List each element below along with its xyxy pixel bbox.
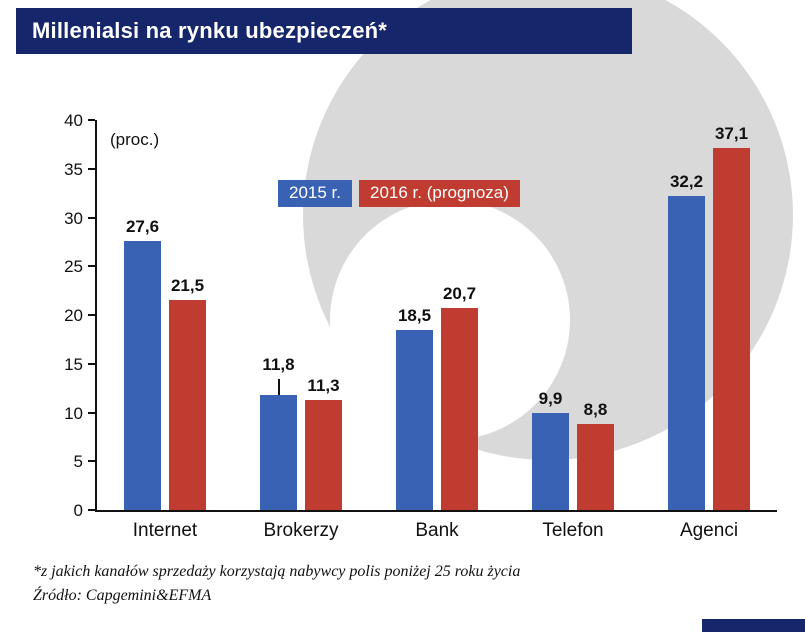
plot-area: 27,6 21,5 Internet 11,8 11,3 Brokerzy 18,5 20,7… bbox=[95, 120, 777, 541]
bar bbox=[713, 148, 750, 510]
y-tick-label: 0 bbox=[73, 501, 83, 520]
y-tick-mark bbox=[88, 119, 95, 121]
logo-strip bbox=[702, 619, 805, 632]
bar bbox=[169, 300, 206, 510]
bar bbox=[396, 329, 433, 510]
bar bbox=[441, 308, 478, 510]
y-tick-label: 20 bbox=[64, 306, 83, 325]
y-tick-mark bbox=[88, 265, 95, 268]
category-label: Brokerzy bbox=[263, 520, 339, 541]
bar-value-label: 8,8 bbox=[583, 400, 608, 420]
y-tick-mark bbox=[88, 314, 95, 316]
page-title: Millenialsi na rynku ubezpieczeń* bbox=[32, 18, 388, 43]
legend-item: 2016 r. (prognoza) bbox=[359, 180, 520, 207]
bar bbox=[532, 413, 569, 510]
chart-legend: 2015 r. 2016 r. (prognoza) bbox=[278, 180, 520, 207]
category-label: Agenci bbox=[679, 520, 739, 541]
y-tick-mark bbox=[88, 509, 95, 511]
barwrap-2016-agenci: 37,1 bbox=[713, 124, 750, 510]
leader-line bbox=[277, 378, 280, 395]
bar-group-internet: 27,6 21,5 Internet bbox=[124, 120, 206, 541]
bar-group-telefon: 9,9 8,8 Telefon bbox=[532, 120, 614, 541]
source-note: Źródło: Capgemini&EFMA bbox=[33, 587, 212, 604]
bar-group-agenci: 32,2 37,1 Agenci bbox=[668, 120, 750, 541]
bar-value-label: 27,6 bbox=[125, 216, 160, 236]
y-tick-mark bbox=[88, 167, 95, 170]
bar-group-brokerzy: 11,8 11,3 Brokerzy bbox=[260, 120, 342, 541]
y-tick-label: 10 bbox=[64, 403, 83, 423]
bar-value-label: 18,5 bbox=[397, 305, 432, 325]
unit-label: (proc.) bbox=[110, 130, 160, 149]
bar-value-label: 37,1 bbox=[714, 124, 749, 144]
bar bbox=[577, 424, 614, 510]
footnotes: *z jakich kanałów sprzedaży korzystają n… bbox=[33, 560, 520, 608]
barwrap-2016-brokerzy: 11,3 bbox=[305, 376, 342, 510]
y-tick-mark bbox=[88, 216, 95, 219]
barwrap-2016-telefon: 8,8 bbox=[577, 400, 614, 510]
category-label: Bank bbox=[415, 520, 459, 541]
y-axis: 0 5 10 15 20 25 30 35 40 bbox=[43, 111, 95, 520]
barwrap-2015-bank: 18,5 bbox=[396, 306, 433, 510]
bar-value-label: 20,7 bbox=[442, 284, 477, 304]
y-tick-label: 35 bbox=[64, 159, 83, 179]
y-tick-label: 25 bbox=[64, 257, 83, 277]
footnote: *z jakich kanałów sprzedaży korzystają n… bbox=[33, 563, 521, 580]
bar bbox=[305, 399, 342, 510]
bar bbox=[668, 196, 705, 510]
bar bbox=[124, 240, 161, 510]
barwrap-2015-telefon: 9,9 bbox=[532, 389, 569, 510]
barwrap-2015-agenci: 32,2 bbox=[668, 172, 705, 510]
title-bar: Millenialsi na rynku ubezpieczeń* bbox=[16, 8, 632, 54]
barwrap-2015-internet: 27,6 bbox=[124, 217, 161, 510]
bar-groups: 27,6 21,5 Internet 11,8 11,3 Brokerzy 18,5 20,7… bbox=[97, 120, 777, 541]
bar-value-label: 32,2 bbox=[669, 172, 704, 192]
y-tick-mark bbox=[88, 460, 95, 463]
y-tick-mark bbox=[88, 362, 95, 365]
bar-value-label: 11,3 bbox=[307, 375, 340, 395]
barwrap-2016-internet: 21,5 bbox=[169, 276, 206, 510]
y-tick-label: 40 bbox=[64, 111, 83, 130]
category-label: Internet bbox=[132, 520, 198, 541]
y-tick-label: 30 bbox=[64, 208, 83, 228]
bar-value-label: 9,9 bbox=[538, 389, 563, 409]
legend-item: 2015 r. bbox=[278, 180, 352, 207]
y-tick-label: 5 bbox=[73, 452, 83, 472]
bar bbox=[260, 394, 297, 510]
bar-value-label: 11,8 bbox=[262, 354, 295, 374]
bar-group-bank: 18,5 20,7 Bank bbox=[396, 120, 478, 541]
barwrap-2015-brokerzy: 11,8 bbox=[260, 355, 297, 510]
bar-value-label: 21,5 bbox=[170, 276, 205, 296]
y-tick-mark bbox=[88, 411, 95, 414]
category-label: Telefon bbox=[542, 520, 604, 541]
y-tick-label: 15 bbox=[64, 354, 83, 374]
barwrap-2016-bank: 20,7 bbox=[441, 284, 478, 510]
